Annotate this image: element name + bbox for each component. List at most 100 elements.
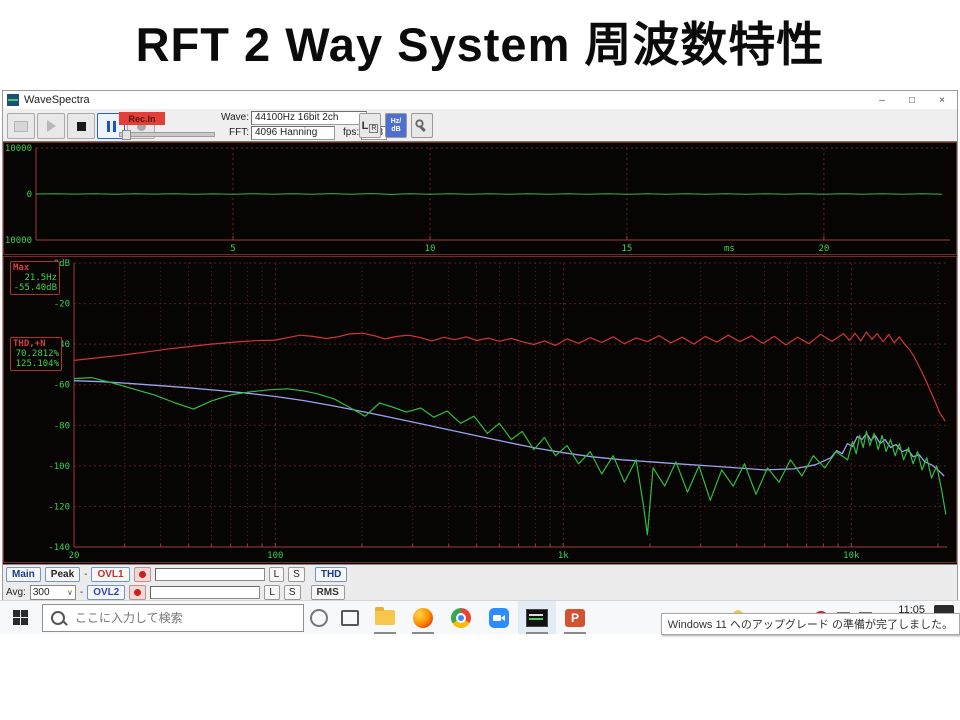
ovl2-save-button[interactable]: S <box>283 585 301 600</box>
wavespectra-taskbar-icon <box>526 608 548 627</box>
rms-mode-button[interactable]: RMS <box>310 585 345 600</box>
avg-count-select[interactable]: 300 ∨ <box>29 585 76 600</box>
firefox-icon <box>413 607 433 628</box>
input-level-slider[interactable] <box>119 130 215 140</box>
svg-text:100: 100 <box>267 551 283 561</box>
task-view-icon <box>341 609 359 626</box>
ovl2-record-dot-button[interactable] <box>129 585 147 600</box>
powerpoint-icon: P <box>565 608 585 627</box>
svg-text:-60: -60 <box>54 381 70 391</box>
open-button[interactable] <box>7 113 35 139</box>
svg-text:-20: -20 <box>54 300 70 310</box>
fft-setting-field[interactable]: 4096 Hanning <box>251 125 335 140</box>
wavespectra-window: WaveSpectra – □ × Rec.In Wave: 44100Hz 1… <box>2 90 958 601</box>
max-label: Max <box>13 263 30 273</box>
svg-text:0dB: 0dB <box>54 259 70 269</box>
windows-logo-icon <box>12 610 28 625</box>
wavespectra-app-icon <box>7 94 19 106</box>
thd-mode-button[interactable]: THD <box>314 567 348 582</box>
main-button[interactable]: Main <box>6 567 41 582</box>
stop-icon <box>76 121 86 131</box>
hz-db-scale-button[interactable]: Hz/ dB <box>385 113 407 138</box>
page-title: RFT 2 Way System 周波数特性 <box>135 18 825 71</box>
peak-button[interactable]: Peak <box>44 567 81 582</box>
minimize-button[interactable]: – <box>879 94 885 106</box>
taskbar-item-powerpoint[interactable]: P <box>556 601 594 634</box>
ovl2-button[interactable]: OVL2 <box>87 585 126 600</box>
dropdown-arrow-icon: ∨ <box>66 588 73 597</box>
svg-text:-10000: -10000 <box>4 236 32 246</box>
tray-black-icon[interactable] <box>934 605 954 615</box>
taskbar-search[interactable] <box>42 603 304 632</box>
cortana-button[interactable] <box>304 608 334 627</box>
svg-text:-80: -80 <box>54 421 70 431</box>
svg-text:20: 20 <box>818 244 829 254</box>
dash-separator: - <box>84 569 88 580</box>
task-view-button[interactable] <box>334 609 366 626</box>
avg-label: Avg: <box>6 587 26 598</box>
control-bar: Main Peak - OVL1 L S THD Avg: 300 ∨ - OV… <box>3 564 957 601</box>
svg-text:ms: ms <box>724 244 735 254</box>
window-title: WaveSpectra <box>24 94 90 106</box>
svg-text:-100: -100 <box>48 462 70 472</box>
ovl1-record-dot-button[interactable] <box>133 567 151 582</box>
play-icon <box>46 120 56 132</box>
play-button[interactable] <box>37 113 65 139</box>
thd-readout: THD,+N 70.2812% 125.104% <box>10 337 62 371</box>
taskbar-item-explorer[interactable] <box>366 601 404 634</box>
ovl1-file-input[interactable] <box>154 568 265 581</box>
svg-text:10: 10 <box>425 244 436 254</box>
stop-button[interactable] <box>67 113 95 139</box>
taskbar-item-wavespectra[interactable] <box>518 601 556 634</box>
ovl2-file-input[interactable] <box>150 586 261 599</box>
windows11-upgrade-tooltip: Windows 11 へのアップグレード の準備が完了しました。 <box>660 613 960 635</box>
zoom-camera-icon <box>489 607 509 628</box>
waveform-panel: 10000 0 -10000 5 10 15 20 ms <box>3 142 957 255</box>
fft-label: FFT: <box>229 127 249 138</box>
cortana-icon <box>310 608 328 627</box>
rec-in-badge: Rec.In <box>119 112 165 125</box>
svg-text:20: 20 <box>69 551 80 561</box>
file-explorer-icon <box>375 607 395 625</box>
system-tray: 14°C ∧ A 11:05 Windows 11 へのアップグレード の準備が… <box>660 601 960 635</box>
svg-text:5: 5 <box>230 244 235 254</box>
max-readout: Max 21.5Hz -55.40dB <box>10 261 60 295</box>
wave-format-field: 44100Hz 16bit 2ch <box>251 110 367 125</box>
slider-thumb[interactable] <box>122 130 131 140</box>
taskbar-item-firefox[interactable] <box>404 601 442 634</box>
svg-text:1k: 1k <box>558 551 569 561</box>
taskbar-item-chrome[interactable] <box>442 601 480 634</box>
max-db-value: -55.40dB <box>13 283 57 293</box>
dash-separator: - <box>79 587 84 598</box>
toolbar: Rec.In Wave: 44100Hz 16bit 2ch FFT: 4096… <box>3 109 957 142</box>
start-button[interactable] <box>0 601 40 634</box>
thd-value-2: 125.104% <box>15 359 59 369</box>
red-dot-icon <box>134 589 142 596</box>
svg-text:15: 15 <box>621 244 632 254</box>
search-input[interactable] <box>73 609 267 626</box>
maximize-button[interactable]: □ <box>908 94 916 106</box>
svg-text:10000: 10000 <box>5 144 32 154</box>
close-button[interactable]: × <box>939 94 945 106</box>
lr-channel-button[interactable]: L R <box>359 113 381 138</box>
ovl1-load-button[interactable]: L <box>268 567 285 582</box>
title-bar: WaveSpectra – □ × <box>3 91 957 109</box>
pause-icon <box>106 120 116 132</box>
thd-label: THD,+N <box>13 339 46 349</box>
taskbar-item-zoom[interactable] <box>480 601 518 634</box>
ovl1-save-button[interactable]: S <box>288 567 305 582</box>
ovl1-button[interactable]: OVL1 <box>91 567 130 582</box>
wave-label: Wave: <box>221 112 249 123</box>
thd-value-1: 70.2812% <box>15 349 59 359</box>
max-frequency-value: 21.5Hz <box>24 273 57 283</box>
record-icon <box>136 121 146 131</box>
fps-label: fps: <box>343 127 360 138</box>
ovl2-load-button[interactable]: L <box>264 585 280 600</box>
waveform-chart: 10000 0 -10000 5 10 15 20 ms <box>4 144 950 254</box>
wrench-icon <box>415 118 426 132</box>
settings-wrench-button[interactable] <box>411 113 433 138</box>
svg-text:0: 0 <box>27 190 32 200</box>
